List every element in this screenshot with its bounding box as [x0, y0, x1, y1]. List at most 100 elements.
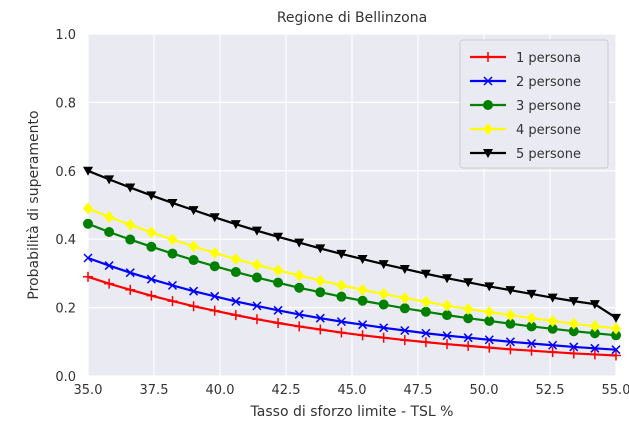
data-point	[146, 241, 157, 252]
data-point	[568, 326, 579, 337]
data-point	[548, 340, 558, 350]
chart-title: Regione di Bellinzona	[277, 10, 427, 26]
data-point	[569, 342, 579, 352]
data-point	[188, 240, 199, 253]
data-point	[505, 344, 516, 355]
legend-label: 4 persone	[516, 123, 581, 138]
data-point	[379, 323, 389, 333]
legend-marker	[483, 76, 493, 86]
x-tick-label: 35.0	[74, 383, 103, 398]
data-point	[251, 226, 262, 236]
data-point	[589, 300, 600, 310]
y-tick-label: 0.0	[55, 370, 76, 385]
data-point	[210, 291, 220, 301]
data-point	[167, 248, 178, 259]
data-point	[420, 306, 431, 317]
data-point	[167, 198, 178, 208]
data-point	[336, 279, 347, 292]
x-tick-label: 55.0	[602, 383, 629, 398]
series-line	[87, 256, 617, 351]
legend-label: 1 persona	[516, 51, 581, 66]
data-point	[611, 313, 621, 323]
legend-label: 5 persone	[516, 147, 581, 162]
data-point	[420, 269, 431, 279]
data-point	[611, 330, 621, 341]
data-point	[294, 282, 305, 293]
y-tick-label: 1.0	[55, 28, 76, 43]
data-point	[399, 303, 410, 314]
data-point	[442, 274, 453, 284]
legend-label: 3 persone	[516, 99, 581, 114]
data-point	[209, 261, 220, 272]
data-point	[442, 310, 453, 321]
y-tick-label: 0.2	[55, 302, 76, 317]
data-point	[83, 166, 93, 176]
data-point	[315, 287, 326, 298]
x-tick-label: 45.0	[338, 383, 367, 398]
data-point	[378, 332, 389, 343]
data-point	[336, 327, 347, 338]
data-point	[125, 268, 135, 278]
data-point	[399, 264, 410, 274]
data-point	[273, 317, 284, 328]
series-line	[87, 169, 617, 319]
data-point	[104, 278, 115, 289]
data-point	[188, 206, 199, 216]
data-point	[294, 321, 305, 332]
data-point	[568, 297, 579, 307]
data-point	[209, 305, 220, 316]
data-point	[442, 339, 453, 350]
legend-marker	[483, 149, 493, 158]
series-1	[83, 271, 621, 361]
y-tick-label: 0.4	[55, 233, 76, 248]
legend-box	[459, 39, 609, 169]
data-point	[484, 306, 495, 319]
data-point	[83, 218, 93, 229]
data-point	[547, 347, 558, 358]
data-point	[125, 218, 136, 231]
data-point	[589, 349, 600, 360]
x-tick-label: 40.0	[206, 383, 235, 398]
data-point	[83, 271, 93, 282]
data-point	[230, 253, 241, 266]
x-tick-label: 50.0	[470, 383, 499, 398]
data-point	[104, 175, 115, 185]
data-point	[209, 213, 220, 223]
data-point	[589, 320, 600, 333]
data-point	[420, 295, 431, 308]
data-point	[294, 269, 305, 282]
legend-item: 2 persone	[470, 75, 581, 90]
data-point	[231, 296, 241, 306]
data-point	[484, 335, 494, 345]
series-2	[83, 253, 621, 355]
legend-marker	[483, 52, 493, 62]
data-point	[336, 317, 346, 327]
data-point	[547, 314, 558, 327]
data-point	[400, 325, 410, 336]
data-point	[294, 238, 305, 248]
data-point	[505, 286, 516, 296]
data-point	[526, 289, 537, 299]
data-point	[188, 301, 199, 312]
data-point	[357, 255, 368, 265]
data-point	[273, 232, 284, 242]
data-point	[463, 340, 474, 351]
data-point	[378, 299, 389, 310]
y-tick-label: 0.6	[55, 165, 76, 180]
x-axis-label: Tasso di sforzo limite - TSL %	[250, 404, 454, 420]
data-point	[421, 328, 431, 338]
data-point	[83, 202, 93, 215]
data-point	[611, 350, 621, 361]
y-tick-label: 0.8	[55, 96, 76, 111]
legend-item: 1 persona	[470, 51, 581, 66]
x-tick-label: 47.5	[404, 383, 433, 398]
data-point	[273, 264, 284, 277]
data-point	[146, 274, 156, 284]
data-point	[526, 338, 537, 349]
data-point	[442, 331, 452, 341]
y-axis-label: Probabilità di superamento	[26, 110, 42, 299]
data-point	[611, 345, 621, 355]
data-point	[463, 313, 474, 324]
data-point	[547, 293, 558, 303]
